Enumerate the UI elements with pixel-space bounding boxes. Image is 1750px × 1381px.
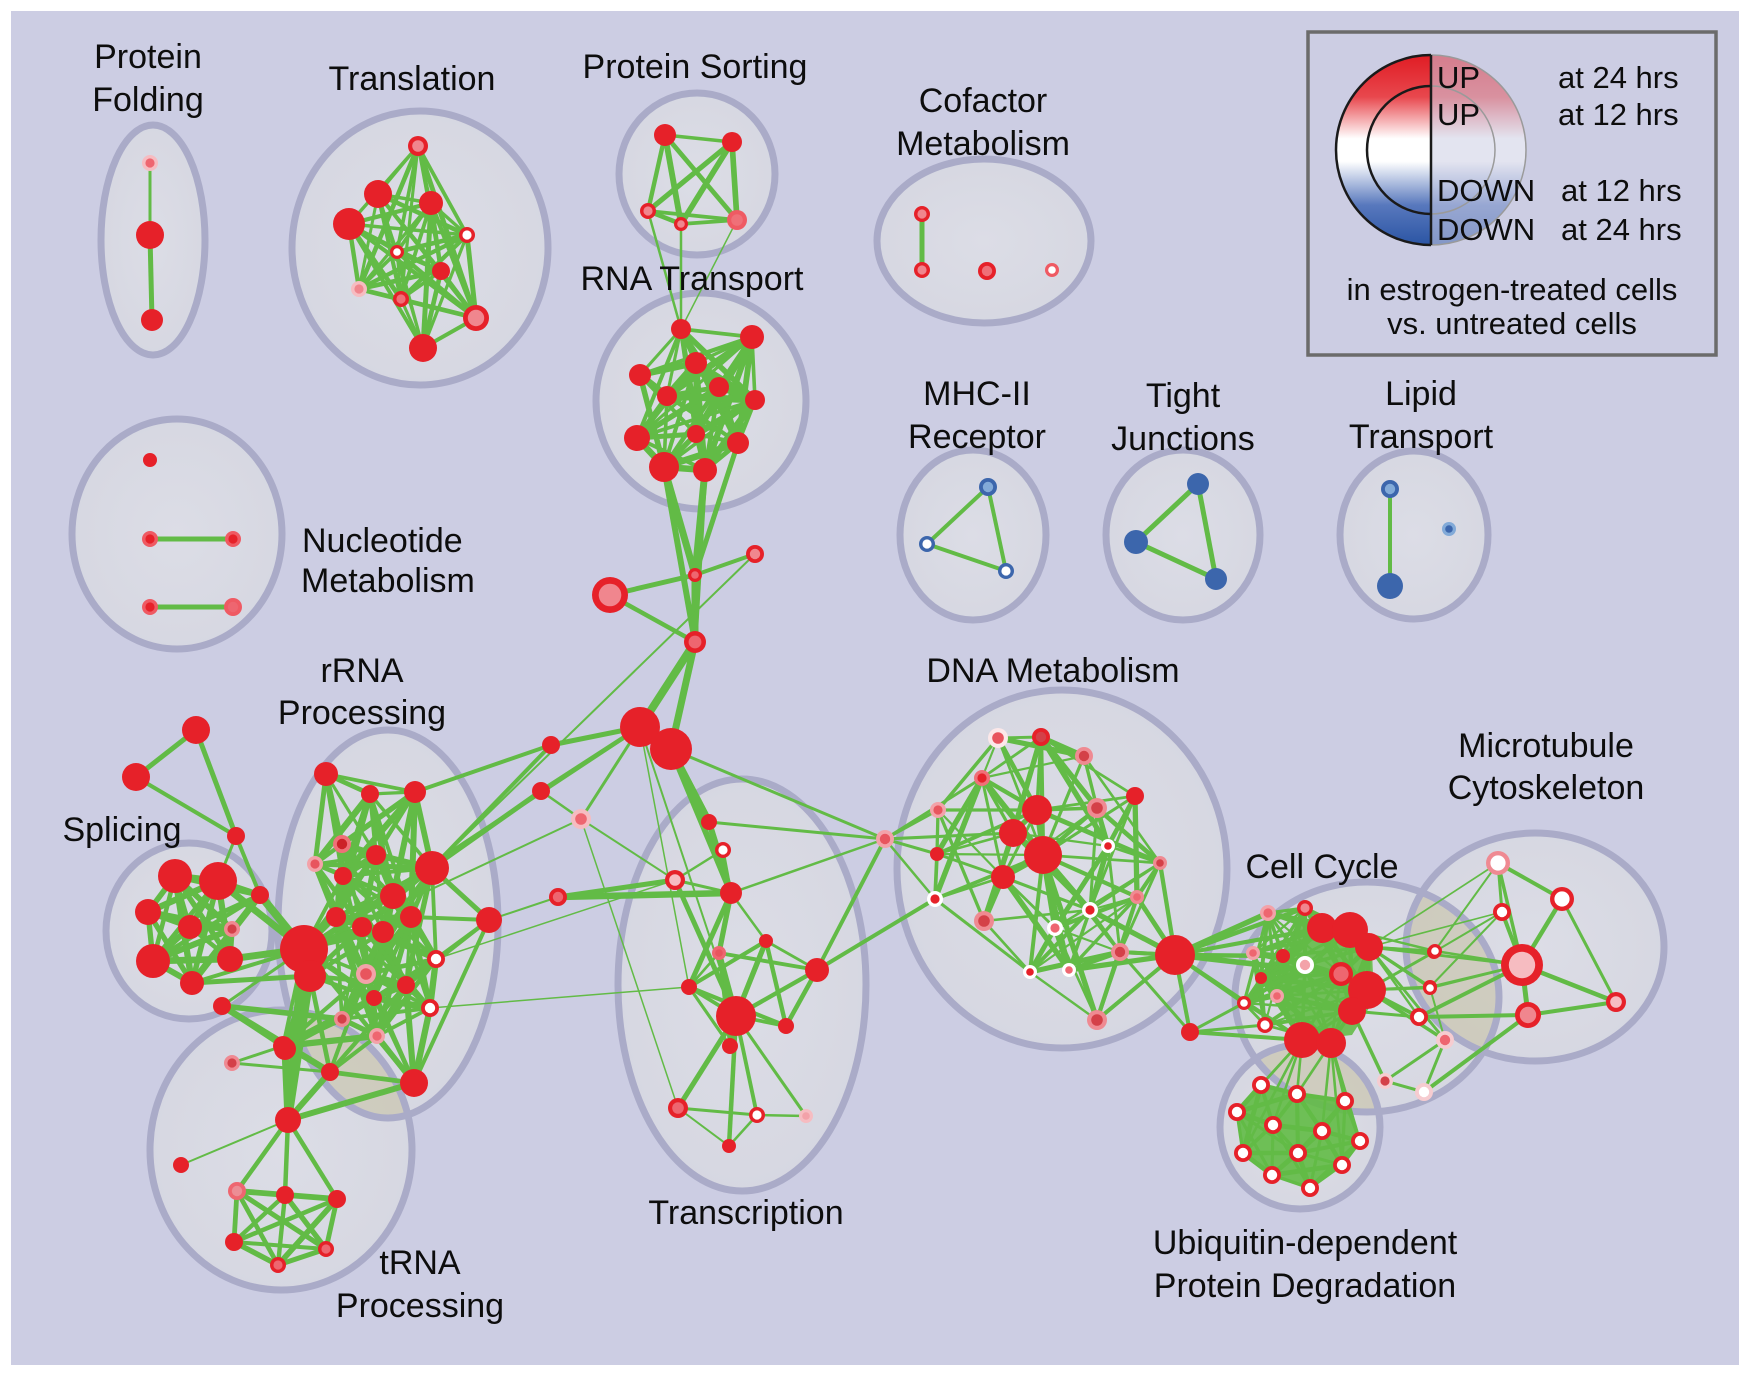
svg-text:Transcription: Transcription bbox=[648, 1194, 843, 1232]
svg-text:Nucleotide: Nucleotide bbox=[302, 522, 463, 560]
svg-text:Lipid: Lipid bbox=[1385, 375, 1457, 413]
svg-text:DOWN: DOWN bbox=[1437, 212, 1535, 247]
svg-text:UP: UP bbox=[1437, 60, 1480, 95]
svg-text:Protein: Protein bbox=[94, 38, 202, 76]
svg-text:Processing: Processing bbox=[336, 1287, 504, 1325]
svg-text:at 12 hrs: at 12 hrs bbox=[1558, 97, 1679, 132]
svg-text:Microtubule: Microtubule bbox=[1458, 727, 1634, 765]
svg-text:rRNA: rRNA bbox=[320, 652, 403, 690]
svg-text:Ubiquitin-dependent: Ubiquitin-dependent bbox=[1153, 1224, 1458, 1262]
svg-text:MHC-II: MHC-II bbox=[923, 375, 1031, 413]
svg-text:DNA Metabolism: DNA Metabolism bbox=[926, 652, 1179, 690]
svg-text:Metabolism: Metabolism bbox=[896, 125, 1070, 163]
svg-text:Cell Cycle: Cell Cycle bbox=[1245, 848, 1398, 886]
svg-text:UP: UP bbox=[1437, 97, 1480, 132]
svg-text:Splicing: Splicing bbox=[62, 811, 181, 849]
svg-text:Tight: Tight bbox=[1146, 377, 1221, 415]
svg-text:Transport: Transport bbox=[1349, 418, 1494, 456]
svg-text:Cofactor: Cofactor bbox=[919, 82, 1048, 120]
svg-text:in estrogen-treated cells: in estrogen-treated cells bbox=[1347, 272, 1678, 307]
svg-text:tRNA: tRNA bbox=[379, 1244, 461, 1282]
svg-text:Protein Degradation: Protein Degradation bbox=[1154, 1267, 1456, 1305]
svg-text:Translation: Translation bbox=[329, 60, 496, 98]
svg-text:Metabolism: Metabolism bbox=[301, 562, 475, 600]
svg-text:at 24 hrs: at 24 hrs bbox=[1558, 60, 1679, 95]
svg-text:Processing: Processing bbox=[278, 694, 446, 732]
svg-text:Protein Sorting: Protein Sorting bbox=[583, 48, 808, 86]
svg-text:DOWN: DOWN bbox=[1437, 173, 1535, 208]
svg-text:Receptor: Receptor bbox=[908, 418, 1046, 456]
svg-text:Cytoskeleton: Cytoskeleton bbox=[1448, 769, 1645, 807]
svg-text:RNA Transport: RNA Transport bbox=[581, 260, 805, 298]
svg-text:at 24 hrs: at 24 hrs bbox=[1561, 212, 1682, 247]
svg-text:at 12 hrs: at 12 hrs bbox=[1561, 173, 1682, 208]
svg-text:Junctions: Junctions bbox=[1111, 420, 1255, 458]
svg-text:Folding: Folding bbox=[92, 81, 204, 119]
svg-text:vs. untreated cells: vs. untreated cells bbox=[1387, 306, 1637, 341]
